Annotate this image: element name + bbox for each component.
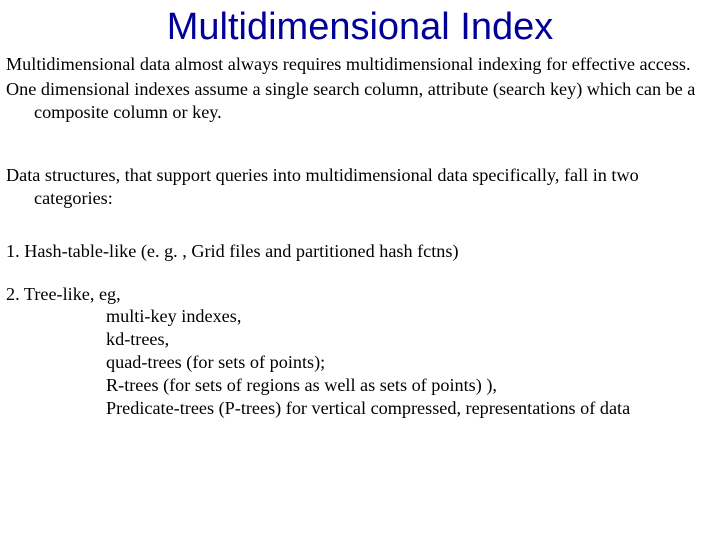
tree-item-predicate: Predicate-trees (P-trees) for vertical c… <box>6 397 714 420</box>
paragraph-intro-1: Multidimensional data almost always requ… <box>6 53 714 76</box>
spacer <box>6 265 714 283</box>
paragraph-categories: Data structures, that support queries in… <box>6 164 714 210</box>
category-tree-head: 2. Tree-like, eg, <box>6 283 714 306</box>
category-hash: 1. Hash-table-like (e. g. , Grid files a… <box>6 240 714 263</box>
spacer <box>6 212 714 240</box>
tree-item-multikey: multi-key indexes, <box>6 305 714 328</box>
spacer <box>6 126 714 164</box>
tree-item-kd: kd-trees, <box>6 328 714 351</box>
tree-item-r: R-trees (for sets of regions as well as … <box>6 374 714 397</box>
slide-title: Multidimensional Index <box>0 0 720 53</box>
slide: Multidimensional Index Multidimensional … <box>0 0 720 540</box>
tree-item-quad: quad-trees (for sets of points); <box>6 351 714 374</box>
paragraph-intro-2: One dimensional indexes assume a single … <box>6 78 714 124</box>
slide-body: Multidimensional data almost always requ… <box>0 53 720 420</box>
